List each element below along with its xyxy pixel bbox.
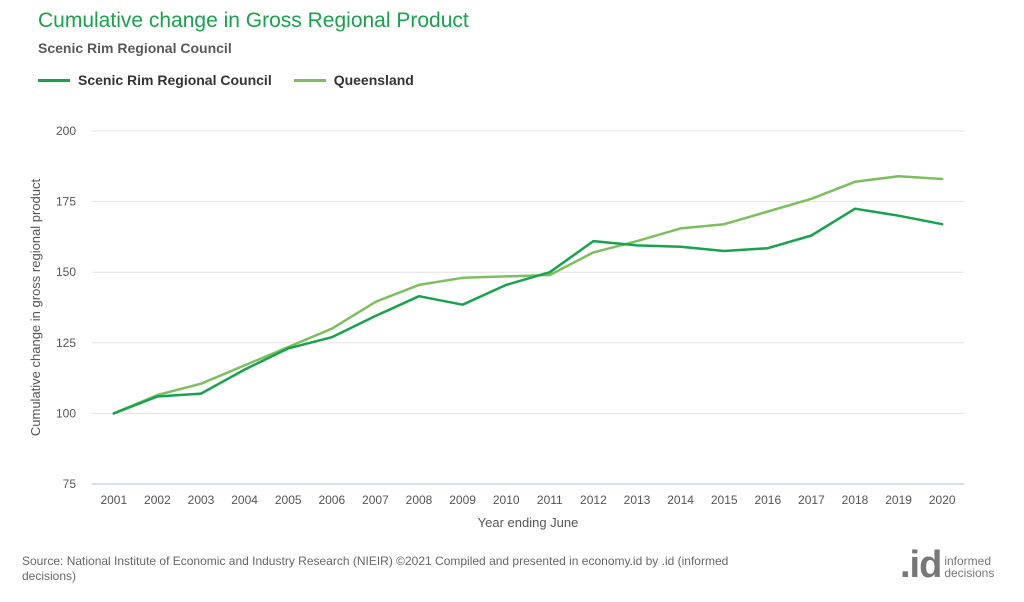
x-tick-label: 2017 [798, 493, 825, 507]
chart-subtitle: Scenic Rim Regional Council [38, 40, 232, 56]
y-tick-label: 75 [63, 477, 77, 491]
x-tick-label: 2008 [406, 493, 433, 507]
legend-label-scenic-rim: Scenic Rim Regional Council [78, 72, 272, 88]
x-tick-label: 2007 [362, 493, 389, 507]
x-tick-label: 2015 [711, 493, 738, 507]
legend: Scenic Rim Regional Council Queensland [38, 72, 436, 88]
x-tick-label: 2013 [624, 493, 651, 507]
legend-item-queensland[interactable]: Queensland [293, 72, 414, 88]
y-tick-label: 125 [56, 336, 76, 350]
x-tick-label: 2001 [100, 493, 127, 507]
y-tick-label: 150 [56, 265, 76, 279]
x-tick-label: 2002 [144, 493, 171, 507]
x-tick-label: 2010 [493, 493, 520, 507]
x-tick-label: 2012 [580, 493, 607, 507]
legend-swatch-queensland [293, 78, 326, 82]
chart-title: Cumulative change in Gross Regional Prod… [38, 9, 469, 32]
y-tick-label: 100 [56, 406, 76, 420]
x-tick-label: 2011 [537, 493, 563, 507]
x-tick-label: 2006 [318, 493, 345, 507]
y-tick-label: 175 [56, 195, 76, 209]
series-line-queensland [112, 174, 944, 415]
legend-label-queensland: Queensland [333, 72, 414, 88]
x-tick-label: 2009 [449, 493, 476, 507]
x-tick-label: 2016 [754, 493, 781, 507]
x-tick-label: 2018 [842, 493, 869, 507]
source-note: Source: National Institute of Economic a… [22, 554, 729, 583]
legend-swatch-scenic-rim [38, 78, 70, 82]
x-tick-label: 2003 [188, 493, 215, 507]
logo-mark: .id [900, 544, 942, 586]
logo-line-2: decisions [944, 566, 995, 580]
x-tick-label: 2019 [885, 493, 912, 507]
x-tick-label: 2014 [667, 493, 694, 507]
legend-item-scenic-rim[interactable]: Scenic Rim Regional Council [38, 72, 272, 88]
x-tick-label: 2005 [275, 493, 302, 507]
logo-text: informed decisions [944, 555, 994, 579]
y-tick-label: 200 [56, 124, 76, 138]
series-line-scenic-rim-regional-council [112, 207, 944, 415]
logo-line-1: informed [944, 554, 992, 568]
x-axis-label: Year ending June [478, 515, 579, 530]
y-axis-label: Cumulative change in gross regional prod… [28, 178, 43, 436]
x-tick-label: 2004 [231, 493, 258, 507]
x-tick-label: 2020 [929, 493, 956, 507]
id-logo: .id informed decisions [900, 544, 994, 586]
